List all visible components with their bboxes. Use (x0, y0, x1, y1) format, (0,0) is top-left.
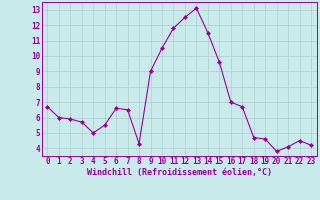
X-axis label: Windchill (Refroidissement éolien,°C): Windchill (Refroidissement éolien,°C) (87, 168, 272, 177)
